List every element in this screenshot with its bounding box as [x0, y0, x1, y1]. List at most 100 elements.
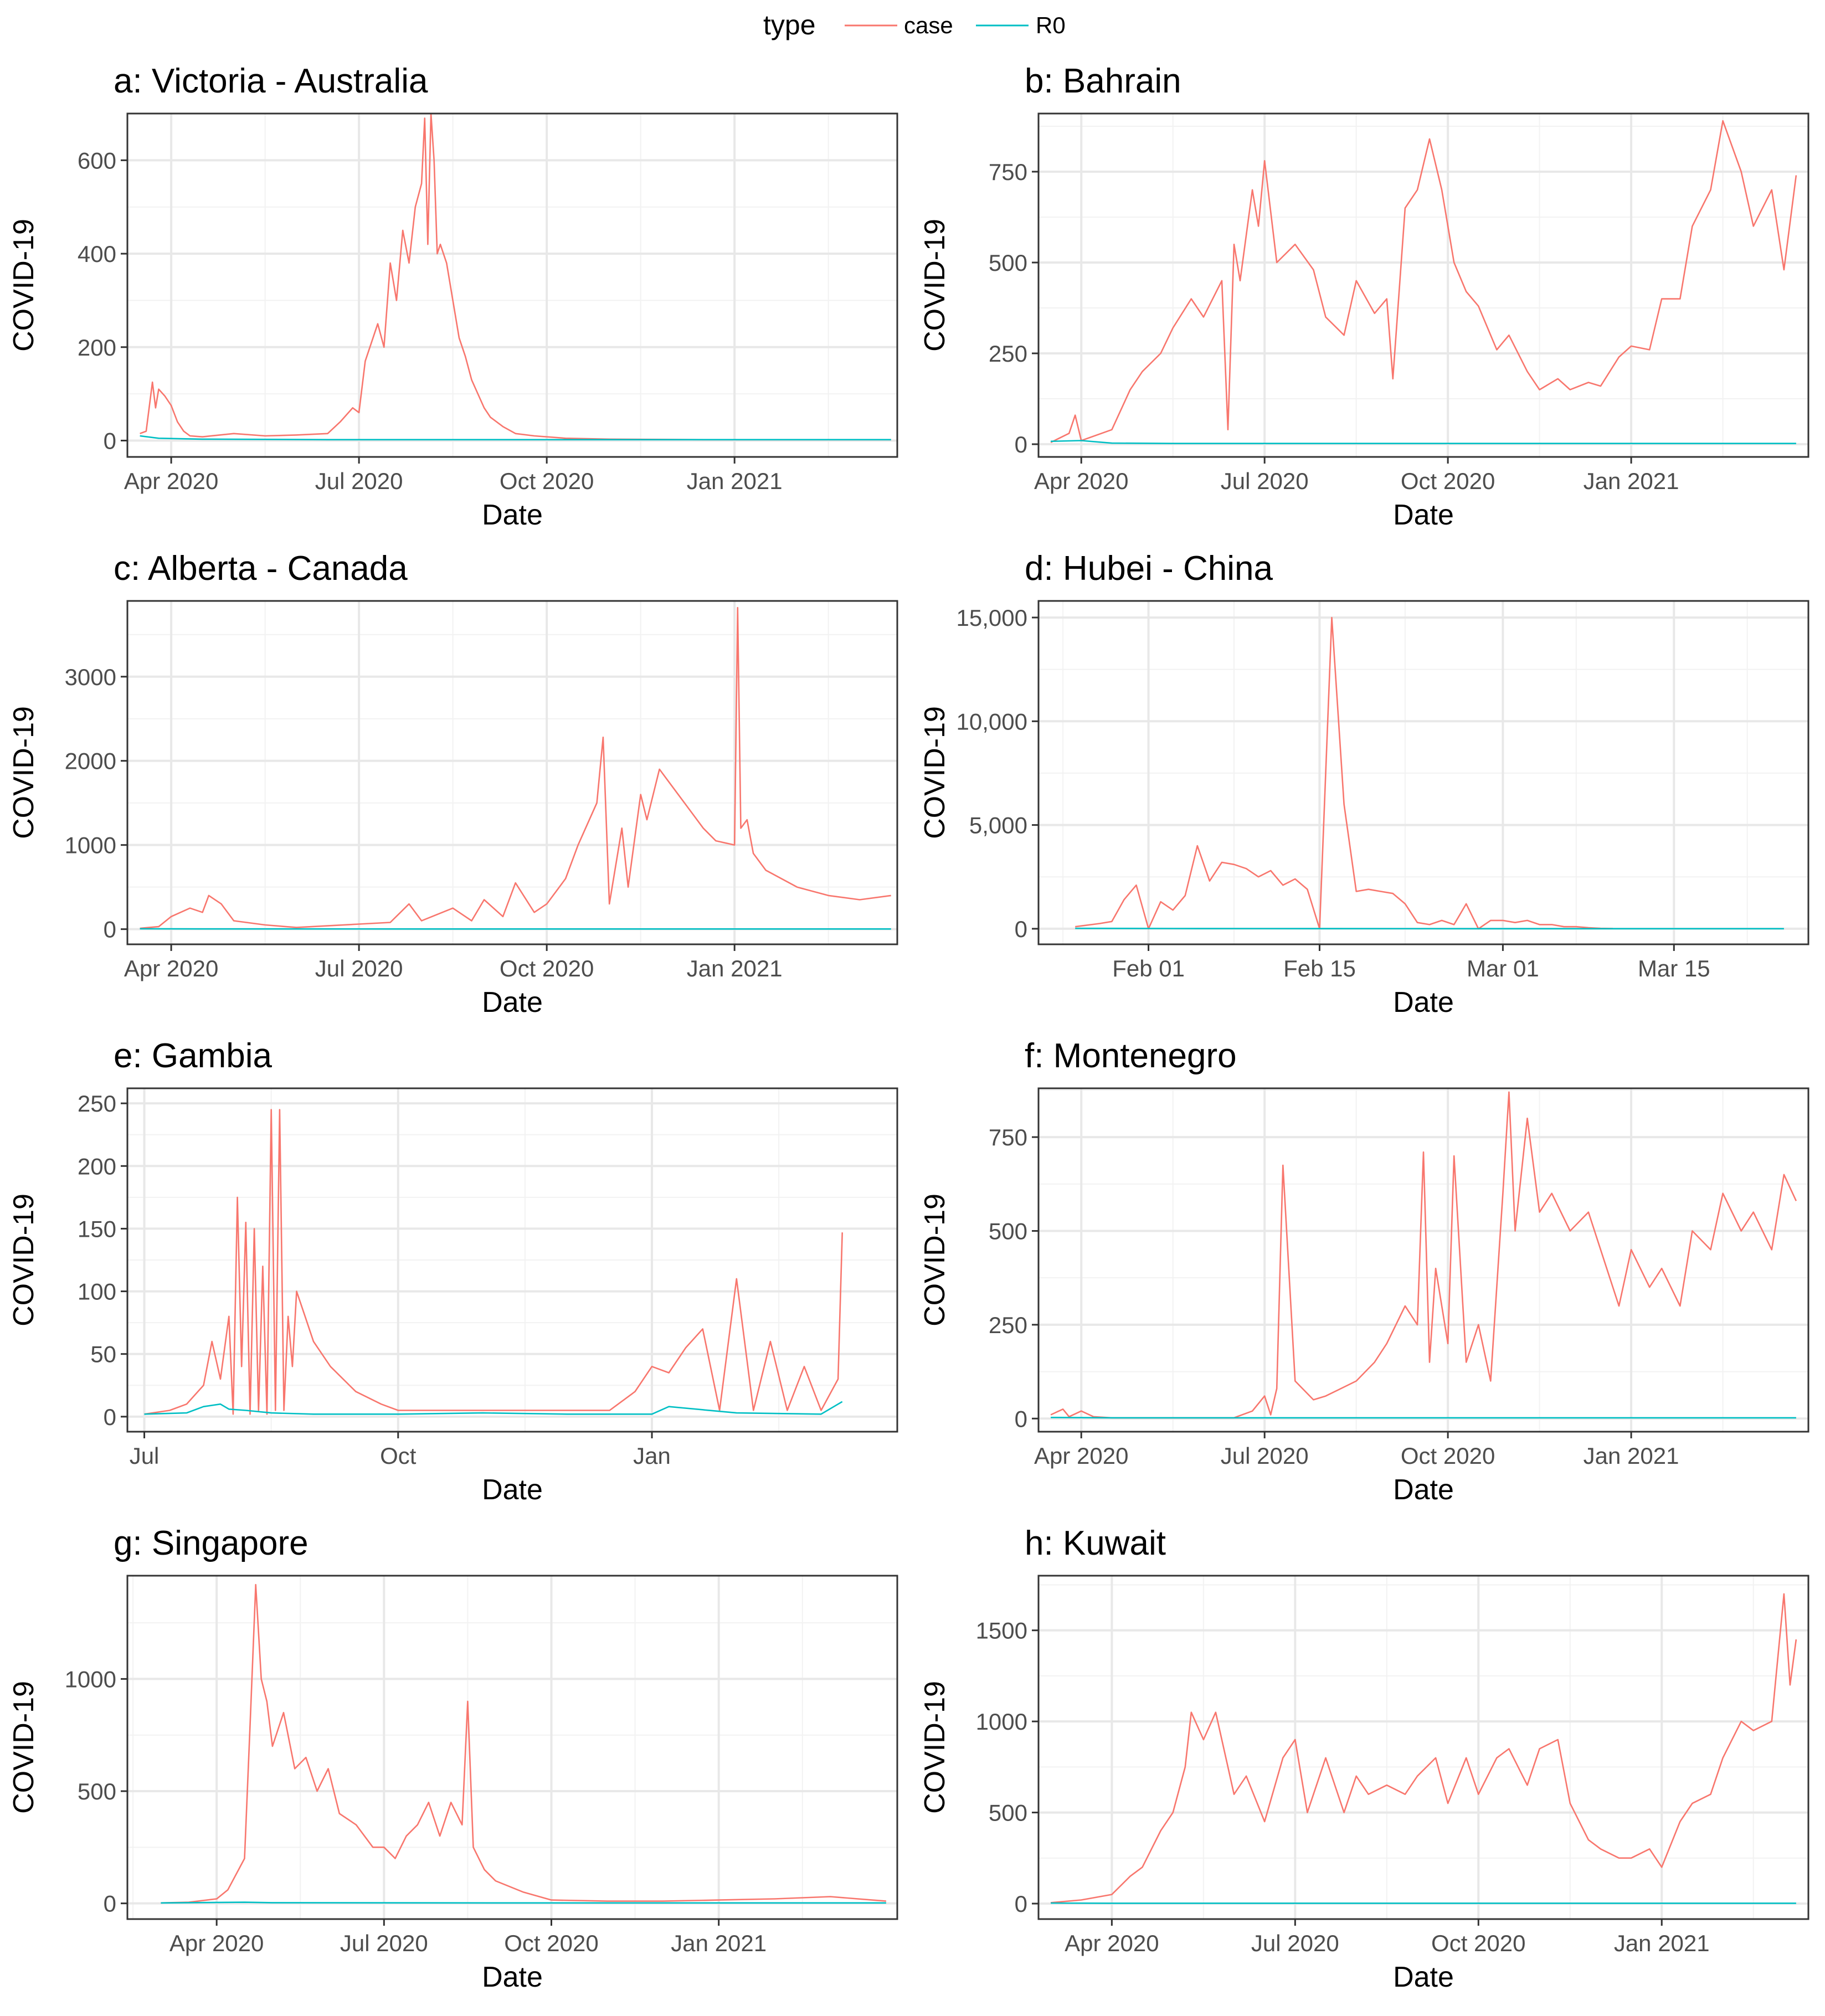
panels: Apr 2020 Jul 2020 Oct 2020 Jan 2021 0 200 400 6…	[8, 62, 1809, 1993]
panel-e-series-case	[144, 1109, 843, 1415]
panel-h-x-tick-label: Apr 2020	[1065, 1930, 1159, 1956]
panel-h-y-tick-label: 1000	[976, 1709, 1027, 1735]
panel-h-plot-area	[1039, 1576, 1808, 1919]
panel-h-series-case	[1050, 1593, 1797, 1904]
panel-c-x-tick-label: Jul 2020	[315, 955, 403, 981]
panel-f-x-tick-label: Jan 2021	[1584, 1443, 1679, 1469]
panel-f-x-tick-label: Jul 2020	[1221, 1443, 1309, 1469]
panel-a-plot-area	[127, 114, 897, 457]
panel-e-x-axis-label: Date	[482, 1474, 543, 1506]
panel-g-x-axis-label: Date	[482, 1961, 543, 1993]
panel-b-title: b: Bahrain	[1025, 62, 1181, 100]
panel-e-y-tick-label: 50	[90, 1341, 116, 1367]
panel-e-y-tick-label: 250	[78, 1091, 116, 1117]
panel-h: Apr 2020 Jul 2020 Oct 2020 Jan 2021 0 500 1000…	[919, 1524, 1809, 1993]
panel-g-plot-area	[127, 1576, 897, 1919]
panel-g-y-tick-label: 500	[78, 1778, 116, 1804]
panel-c-y-tick-label: 1000	[65, 832, 116, 858]
panel-a-series-r0	[140, 435, 891, 441]
panel-c-y-tick-label: 2000	[65, 748, 116, 774]
panel-a-title: a: Victoria - Australia	[114, 62, 428, 100]
panel-g: Apr 2020 Jul 2020 Oct 2020 Jan 2021 0 500 1000…	[8, 1524, 898, 1993]
panel-h-y-tick-label: 1500	[976, 1618, 1027, 1644]
panel-e-x-tick-label: Oct	[380, 1443, 417, 1469]
panel-b-y-tick-label: 0	[1015, 431, 1027, 457]
panel-f: Apr 2020 Jul 2020 Oct 2020 Jan 2021 0 250 500 7…	[919, 1037, 1809, 1506]
panel-a-x-tick-label: Jul 2020	[315, 468, 403, 494]
panel-f-border	[1037, 1087, 1809, 1433]
panel-h-y-tick-label: 0	[1015, 1891, 1027, 1917]
panel-h-x-tick-label: Jul 2020	[1251, 1930, 1339, 1956]
panel-a-y-axis-label: COVID-19	[8, 219, 40, 352]
panel-d-title: d: Hubei - China	[1025, 549, 1273, 588]
panel-b-y-tick-label: 250	[989, 341, 1027, 367]
panel-g-series-case	[161, 1583, 887, 1904]
panel-d-x-tick-label: Feb 15	[1283, 955, 1356, 981]
panel-h-y-axis-label: COVID-19	[919, 1681, 951, 1814]
panel-e-title: e: Gambia	[114, 1037, 273, 1075]
panel-e-y-tick-label: 100	[78, 1279, 116, 1305]
panel-g-y-tick-label: 0	[104, 1891, 116, 1917]
panel-a-x-tick-label: Oct 2020	[500, 468, 594, 494]
panel-g-y-axis-label: COVID-19	[8, 1681, 40, 1814]
panel-a-y-tick-label: 400	[78, 241, 116, 267]
panel-a-y-tick-label: 600	[78, 147, 116, 173]
panel-c-y-tick-label: 0	[104, 917, 116, 943]
panel-h-border	[1037, 1575, 1809, 1920]
panel-e-border	[126, 1087, 898, 1433]
panel-h-x-axis-label: Date	[1393, 1961, 1454, 1993]
panel-f-title: f: Montenegro	[1025, 1037, 1237, 1075]
panel-e-series-r0	[144, 1401, 843, 1415]
panel-b: Apr 2020 Jul 2020 Oct 2020 Jan 2021 0 250 500 7…	[919, 62, 1809, 531]
panel-b-series-case	[1050, 120, 1797, 443]
panel-b-y-axis-label: COVID-19	[919, 219, 951, 352]
panel-b-x-axis-label: Date	[1393, 499, 1454, 531]
panel-h-x-tick-label: Jan 2021	[1614, 1930, 1710, 1956]
panel-c-x-tick-label: Jan 2021	[687, 955, 783, 981]
panel-c-y-axis-label: COVID-19	[8, 706, 40, 839]
panel-g-x-tick-label: Oct 2020	[504, 1930, 598, 1956]
panel-a-border	[126, 112, 898, 458]
panel-h-title: h: Kuwait	[1025, 1524, 1166, 1562]
panel-a: Apr 2020 Jul 2020 Oct 2020 Jan 2021 0 200 400 6…	[8, 62, 898, 531]
panel-e-y-axis-label: COVID-19	[8, 1194, 40, 1326]
panel-f-x-tick-label: Oct 2020	[1401, 1443, 1495, 1469]
panel-g-x-tick-label: Apr 2020	[169, 1930, 264, 1956]
panel-e-y-tick-label: 200	[78, 1153, 116, 1179]
panel-c-y-tick-label: 3000	[65, 664, 116, 690]
panel-g-x-tick-label: Jul 2020	[340, 1930, 428, 1956]
panel-f-y-tick-label: 250	[989, 1312, 1027, 1338]
panel-e: Jul Oct Jan 0 50 100 150 200 250 e: Gambia Date COV…	[8, 1037, 898, 1506]
panel-d-series-r0	[1075, 927, 1784, 930]
panel-b-y-tick-label: 500	[989, 250, 1027, 276]
panel-g-series-r0	[161, 1901, 886, 1904]
panel-f-x-tick-label: Apr 2020	[1034, 1443, 1128, 1469]
panel-e-y-tick-label: 0	[104, 1404, 116, 1430]
panel-f-plot-area	[1039, 1088, 1808, 1432]
panel-g-border	[126, 1575, 898, 1920]
panel-a-x-axis-label: Date	[482, 499, 543, 531]
panel-f-y-tick-label: 750	[989, 1124, 1027, 1150]
panel-g-title: g: Singapore	[114, 1524, 309, 1562]
legend-title: type	[763, 9, 816, 40]
panel-c-x-tick-label: Apr 2020	[124, 955, 218, 981]
panel-d-border	[1037, 600, 1809, 945]
panel-h-y-tick-label: 500	[989, 1800, 1027, 1826]
panel-g-x-tick-label: Jan 2021	[671, 1930, 767, 1956]
legend-case-label: case	[904, 12, 953, 38]
panel-a-x-tick-label: Jan 2021	[687, 468, 783, 494]
panel-c-border	[126, 600, 898, 945]
panel-d-y-axis-label: COVID-19	[919, 706, 951, 839]
panel-d-x-tick-label: Feb 01	[1112, 955, 1185, 981]
panel-c-x-axis-label: Date	[482, 986, 543, 1019]
panel-d-x-tick-label: Mar 01	[1467, 955, 1539, 981]
panel-c: Apr 2020 Jul 2020 Oct 2020 Jan 2021 0 1000 200…	[8, 549, 898, 1019]
panel-a-x-tick-label: Apr 2020	[124, 468, 218, 494]
panel-d: Feb 01 Feb 15 Mar 01 Mar 15 0 5,000 10,000 15,0…	[919, 549, 1809, 1019]
panel-b-series-r0	[1051, 440, 1796, 444]
panel-f-series-case	[1050, 1091, 1797, 1419]
panel-b-x-tick-label: Jul 2020	[1221, 468, 1309, 494]
panel-e-x-tick-label: Jan	[633, 1443, 671, 1469]
panel-b-x-tick-label: Jan 2021	[1584, 468, 1679, 494]
